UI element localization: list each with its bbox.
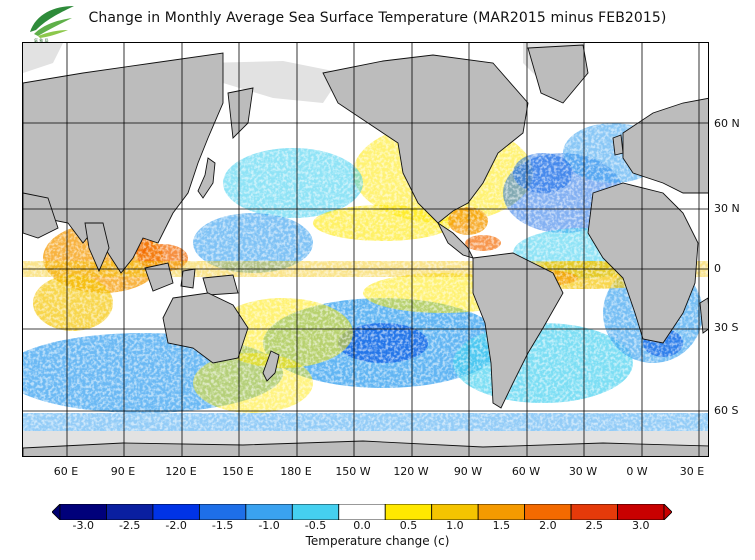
colorbar-tick-label: 1.0 [446,519,464,532]
lon-label-30w: 30 W [568,465,598,478]
sst-map-canvas [23,43,708,456]
land-masses [23,44,708,456]
lat-label-30n: 30 N [714,202,740,215]
colorbar-cell [384,504,433,520]
colorbar-cell [570,504,618,520]
lon-label-90e: 90 E [110,465,136,478]
lon-label-60w: 60 W [511,465,541,478]
colorbar-cell [477,504,526,520]
colorbar-tick-label: 2.0 [539,519,557,532]
colorbar-cell [198,504,247,520]
lon-label-90w: 90 W [453,465,483,478]
graticule [23,43,708,456]
lon-label-180e: 180 E [280,465,312,478]
colorbar-tick-label: 0.5 [399,519,418,532]
colorbar-tick-label: -1.5 [211,519,234,532]
map-title: Change in Monthly Average Sea Surface Te… [88,10,667,26]
colorbar-tick-label: 0.0 [353,519,371,532]
lon-label-30e: 30 E [679,465,705,478]
colorbar-tick-label: 3.0 [632,519,650,532]
agency-logo: 氣 象 局 [30,6,74,43]
colorbar-cells [59,504,665,520]
lon-label-0w: 0 W [626,465,648,478]
colorbar-tick-label: 2.5 [585,519,604,532]
lat-label-60n: 60 N [714,117,740,130]
colorbar-tick-label: -2.0 [165,519,187,532]
colorbar-tick-label: -2.5 [118,519,141,532]
colorbar-cell [524,504,572,520]
colorbar-cell [617,504,665,520]
colorbar-over-triangle [663,504,672,520]
lon-label-120e: 120 E [165,465,197,478]
colorbar-tick-label: -1.0 [258,519,280,532]
colorbar-cell [59,504,107,520]
svg-text:氣 象 局: 氣 象 局 [34,37,49,43]
colorbar-tick-label: -3.0 [72,519,94,532]
lat-label-60s: 60 S [714,404,739,417]
lat-label-equator: 0 [714,262,721,275]
colorbar-tick-label: -0.5 [304,519,327,532]
colorbar-under-triangle [52,504,61,520]
lat-label-30s: 30 S [714,321,739,334]
temperature-colorbar [52,504,672,520]
colorbar-title: Temperature change (c) [305,534,450,548]
colorbar-cell [106,504,154,520]
colorbar-cell [152,504,200,520]
colorbar-cell [291,504,340,520]
lon-label-150e: 150 E [222,465,254,478]
lon-label-60e: 60 E [53,465,79,478]
lon-label-150w: 150 W [335,465,371,478]
colorbar-tick-label: 1.5 [492,519,511,532]
lon-label-120w: 120 W [393,465,429,478]
colorbar-cell [245,504,293,520]
sst-map [22,42,709,457]
colorbar-cell [431,504,479,520]
colorbar-cell [338,504,386,520]
